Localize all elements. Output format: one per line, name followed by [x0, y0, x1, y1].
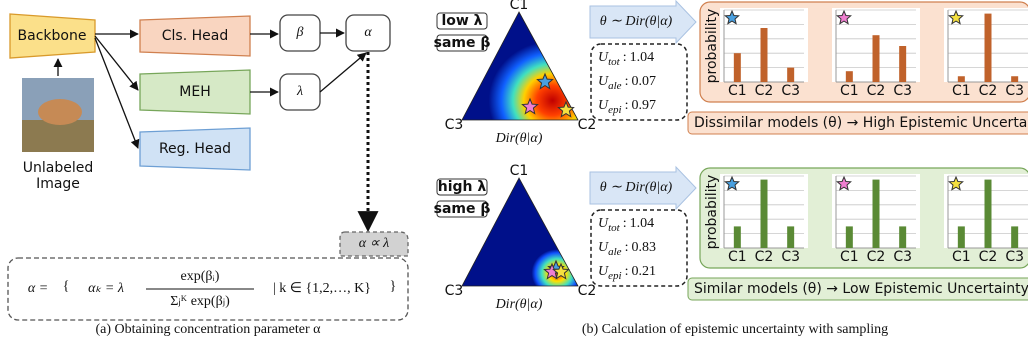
param-label: α — [364, 25, 372, 40]
x-tick-label: C1 — [952, 83, 971, 99]
caption: (b) Calculation of epistemic uncertainty… — [582, 322, 888, 337]
uncertainty-value: 0.21 — [631, 264, 656, 279]
x-tick-label: C1 — [728, 83, 747, 99]
uncertainty-row: Uale:0.07 — [598, 74, 656, 91]
corner-label: C2 — [578, 117, 597, 133]
uncertainty-sub: epi — [608, 104, 621, 116]
uncertainty-sub: ale — [608, 246, 622, 258]
uncertainty-value: 1.04 — [630, 50, 655, 65]
separator: : — [625, 264, 629, 279]
formula-lhs: α = — [28, 281, 48, 296]
separator: : — [625, 74, 629, 89]
bar — [846, 71, 853, 82]
bar — [958, 226, 965, 248]
figure: Backbone UnlabeledImage Cls. Head MEH Reg. H… — [0, 0, 1028, 343]
backbone-label: Backbone — [18, 28, 87, 44]
bar — [787, 226, 794, 248]
bar — [787, 68, 794, 82]
tag: same β — [434, 201, 491, 217]
conclusion: Dissimilar models (θ) → High Epistemic U… — [694, 115, 1028, 131]
bar — [846, 226, 853, 248]
bar — [761, 180, 768, 248]
corner-label: C3 — [445, 283, 464, 299]
head-label: Cls. Head — [162, 28, 228, 44]
image-label: Image — [36, 176, 80, 192]
sampling-label: θ ∼ Dir(θ|α) — [600, 14, 673, 29]
formula-brace: { — [63, 279, 70, 294]
uncertainty-row: Uepi:0.21 — [598, 264, 656, 281]
bar — [1011, 76, 1018, 82]
head-label: Reg. Head — [159, 141, 231, 157]
corner-label: C2 — [578, 283, 597, 299]
uncertainty-value: 1.04 — [630, 216, 655, 231]
corner-label: C3 — [445, 117, 464, 133]
x-tick-label: C1 — [952, 249, 971, 265]
bar — [734, 53, 741, 82]
bar — [1011, 226, 1018, 248]
uncertainty-sub: tot — [608, 56, 621, 68]
bar — [899, 226, 906, 248]
proportional-label: α ∝ λ — [359, 236, 389, 251]
x-tick-label: C1 — [840, 83, 859, 99]
caption: (a) Obtaining concentration parameter α — [95, 322, 321, 337]
formula-condition: | k ∈ {1,2,…, K} — [273, 281, 371, 296]
x-tick-label: C1 — [728, 249, 747, 265]
uncertainty-value: 0.97 — [631, 98, 656, 113]
bar — [899, 46, 906, 82]
separator: : — [625, 240, 629, 255]
uncertainty-sub: ale — [608, 80, 622, 92]
uncertainty-sub: epi — [608, 270, 621, 282]
formula-term: αₖ = λ — [88, 281, 124, 296]
x-tick-label: C2 — [867, 83, 886, 99]
uncertainty-row: Uale:0.83 — [598, 240, 656, 257]
x-tick-label: C2 — [755, 83, 774, 99]
formula-numerator: exp(βᵢ) — [181, 269, 220, 284]
bar — [734, 226, 741, 248]
uncertainty-sub: tot — [608, 222, 621, 234]
tag: high λ — [438, 179, 487, 195]
conclusion: Similar models (θ) → Low Epistemic Uncer… — [694, 281, 1028, 297]
formula-brace: } — [390, 279, 397, 294]
bar — [958, 76, 965, 82]
x-tick-label: C2 — [867, 249, 886, 265]
uncertainty-row: Utot:1.04 — [598, 216, 654, 233]
param-label: β — [296, 25, 304, 40]
x-tick-label: C3 — [1005, 249, 1024, 265]
x-tick-label: C3 — [893, 249, 912, 265]
image-label: Unlabeled — [23, 160, 93, 176]
bar — [985, 180, 992, 248]
separator: : — [625, 98, 629, 113]
separator: : — [623, 50, 627, 65]
param-label: λ — [296, 84, 303, 99]
y-axis-label: probability — [704, 9, 720, 84]
formula-denominator: Σⱼᴷ exp(βⱼ) — [170, 294, 230, 309]
x-tick-label: C2 — [979, 249, 998, 265]
tag: low λ — [441, 13, 482, 29]
bar — [761, 28, 768, 82]
x-tick-label: C1 — [840, 249, 859, 265]
corner-label: C1 — [510, 0, 529, 13]
distribution-label: Dir(θ|α) — [495, 297, 543, 312]
x-tick-label: C3 — [1005, 83, 1024, 99]
distribution-label: Dir(θ|α) — [495, 131, 543, 146]
separator: : — [623, 216, 627, 231]
uncertainty-value: 0.83 — [631, 240, 656, 255]
x-tick-label: C3 — [781, 249, 800, 265]
head-label: MEH — [179, 84, 210, 100]
bar — [985, 14, 992, 82]
y-axis-label: probability — [704, 175, 720, 250]
x-tick-label: C3 — [893, 83, 912, 99]
sampling-label: θ ∼ Dir(θ|α) — [600, 180, 673, 195]
x-tick-label: C3 — [781, 83, 800, 99]
x-tick-label: C2 — [755, 249, 774, 265]
bar — [873, 180, 880, 248]
uncertainty-row: Uepi:0.97 — [598, 98, 656, 115]
bar — [873, 35, 880, 82]
uncertainty-value: 0.07 — [631, 74, 656, 89]
uncertainty-row: Utot:1.04 — [598, 50, 654, 67]
corner-label: C1 — [510, 163, 529, 179]
x-tick-label: C2 — [979, 83, 998, 99]
tag: same β — [434, 35, 491, 51]
